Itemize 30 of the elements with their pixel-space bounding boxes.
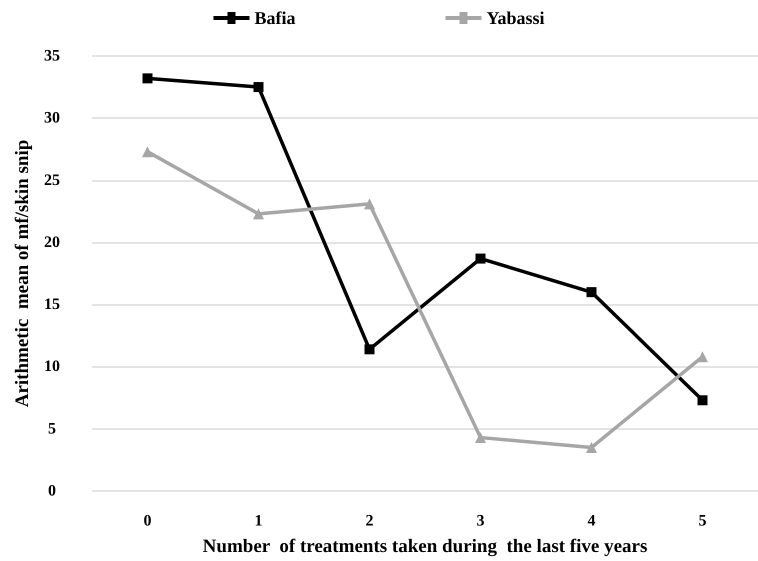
point xyxy=(586,442,597,453)
point xyxy=(698,395,708,406)
x-tick-label: 2 xyxy=(366,512,374,530)
legend-label: Yabassi xyxy=(486,8,545,28)
y-tick-label: 35 xyxy=(44,48,60,64)
point xyxy=(253,208,264,220)
y-tick-label: 20 xyxy=(44,234,60,251)
y-tick-label: 30 xyxy=(44,110,60,127)
x-tick-label: 1 xyxy=(254,512,262,530)
x-tick-label: 3 xyxy=(476,512,484,530)
y-tick-label: 5 xyxy=(48,420,56,438)
x-tick-label: 5 xyxy=(698,512,706,530)
point xyxy=(697,351,708,362)
point xyxy=(364,198,375,210)
y-axis-title: Arithmetic mean of mf/skin snip xyxy=(12,140,33,408)
point xyxy=(142,146,153,158)
legend-label: Bafia xyxy=(254,8,296,28)
point xyxy=(364,344,374,354)
point xyxy=(142,73,152,84)
y-tick-label: 25 xyxy=(44,172,60,189)
y-tick-label: 10 xyxy=(44,358,60,376)
x-tick-label: 0 xyxy=(144,512,152,530)
point xyxy=(586,287,596,298)
y-tick-label: 15 xyxy=(44,296,60,314)
x-tick-label: 4 xyxy=(588,512,596,530)
point xyxy=(254,82,264,92)
x-axis-title: Number of treatments taken during the last five years xyxy=(202,536,648,557)
point xyxy=(475,432,486,444)
y-tick-label: 0 xyxy=(48,482,56,500)
point xyxy=(476,254,486,264)
